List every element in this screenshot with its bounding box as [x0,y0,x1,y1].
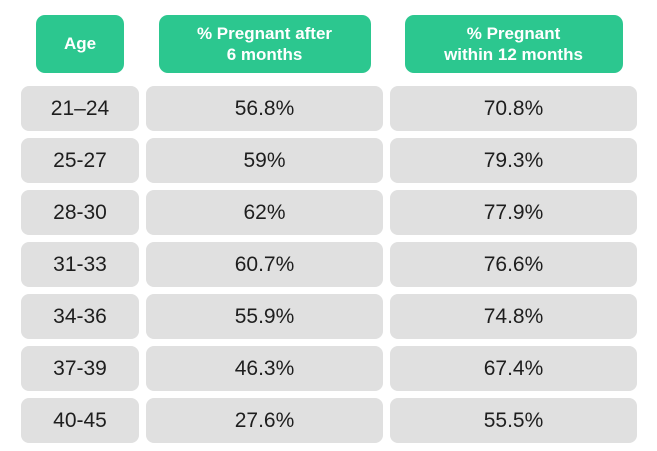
column-header-twelve-months: % Pregnant within 12 months [404,15,623,73]
column-header-age: Age [36,15,124,73]
twelve-months-cell: 79.3% [390,138,637,183]
age-cell: 40-45 [21,398,139,443]
twelve-months-cell: 76.6% [390,242,637,287]
header-line: Age [63,34,97,54]
age-cell: 28-30 [21,190,139,235]
header-line: % Pregnant [466,23,561,43]
six-months-cell: 55.9% [146,294,383,339]
table-grid: Age % Pregnant after 6 months % Pregnant… [21,15,637,443]
twelve-months-cell: 77.9% [390,190,637,235]
age-cell: 25-27 [21,138,139,183]
age-cell: 37-39 [21,346,139,391]
six-months-cell: 56.8% [146,86,383,131]
age-cell: 34-36 [21,294,139,339]
twelve-months-cell: 74.8% [390,294,637,339]
header-line: 6 months [226,45,303,64]
six-months-cell: 27.6% [146,398,383,443]
six-months-cell: 62% [146,190,383,235]
twelve-months-cell: 67.4% [390,346,637,391]
twelve-months-cell: 55.5% [390,398,637,443]
column-header-cell-six-months: % Pregnant after 6 months [146,15,383,73]
twelve-months-cell: 70.8% [390,86,637,131]
column-header-six-months: % Pregnant after 6 months [158,15,371,73]
six-months-cell: 46.3% [146,346,383,391]
age-cell: 31-33 [21,242,139,287]
header-line: % Pregnant after [196,23,333,43]
column-header-cell-twelve-months: % Pregnant within 12 months [390,15,637,73]
six-months-cell: 59% [146,138,383,183]
header-line: within 12 months [444,45,583,64]
age-cell: 21–24 [21,86,139,131]
six-months-cell: 60.7% [146,242,383,287]
column-header-cell-age: Age [21,15,139,73]
